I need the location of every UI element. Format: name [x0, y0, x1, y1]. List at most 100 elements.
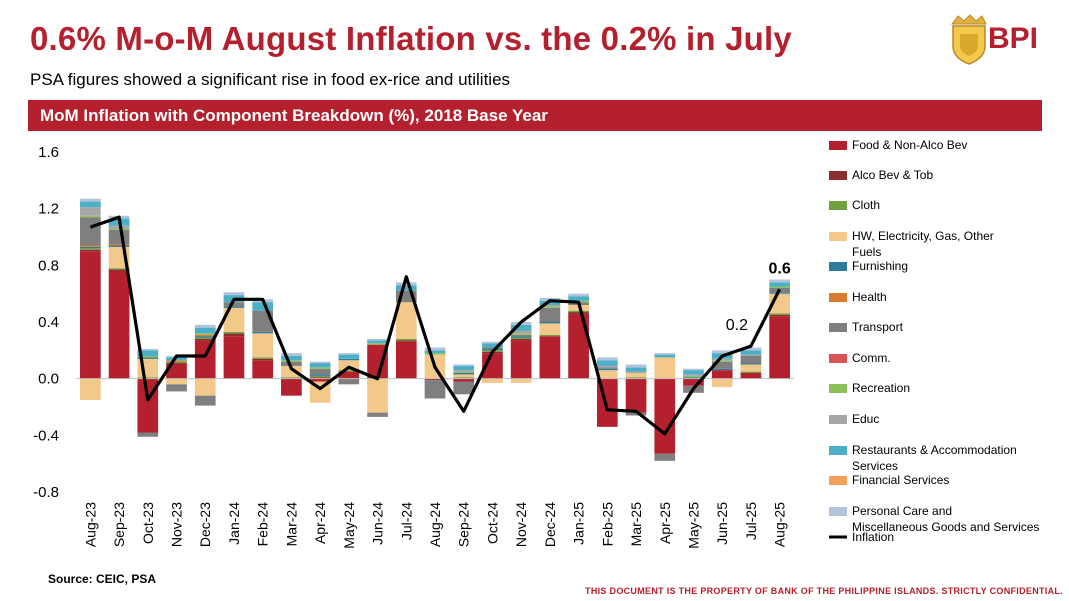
bar-segment — [453, 381, 475, 395]
legend-swatch — [829, 384, 847, 393]
bar-segment — [108, 229, 130, 245]
bpi-logo — [951, 14, 987, 65]
bar-segment — [80, 217, 101, 246]
crown-shield-icon — [951, 14, 987, 65]
bar-segment — [108, 228, 130, 230]
legend-swatch — [829, 141, 847, 150]
bar-segment — [395, 290, 417, 303]
bar-segment — [252, 302, 274, 311]
y-tick-label: 0.4 — [38, 314, 59, 331]
bar-segment — [281, 356, 302, 361]
bar-segment — [395, 285, 417, 291]
bar-segment — [166, 384, 187, 392]
x-tick-label: Jun-25 — [714, 502, 730, 545]
legend-label: Health — [852, 290, 887, 304]
bar-segment — [108, 271, 130, 379]
bar-segment — [625, 371, 647, 373]
bar-segment — [166, 360, 187, 362]
data-annotation: 0.2 — [726, 317, 748, 334]
bar-segment — [252, 331, 274, 334]
bar-segment — [194, 339, 216, 341]
bar-segment — [338, 378, 360, 385]
bar-segment — [740, 364, 762, 372]
bar-segment — [568, 293, 589, 297]
bar-segment — [625, 378, 647, 413]
bar-segment — [424, 380, 446, 399]
legend-swatch — [829, 293, 847, 302]
confidential-note: THIS DOCUMENT IS THE PROPERTY OF BANK OF… — [585, 586, 1063, 596]
bar-segment — [338, 354, 360, 359]
bar-segment — [769, 292, 790, 294]
x-tick-label: Mar-24 — [283, 502, 299, 547]
bpi-logo-text: BPI — [988, 22, 1039, 55]
bar-segment — [568, 310, 589, 313]
bar-segment — [137, 356, 159, 358]
bar-segment — [194, 395, 216, 406]
bar-segment — [367, 339, 388, 341]
x-tick-label: Sep-23 — [111, 502, 127, 547]
bar-segment — [223, 307, 245, 332]
data-annotation: 0.6 — [769, 260, 791, 277]
legend-swatch — [829, 232, 847, 241]
bar-segment — [338, 360, 360, 371]
bar-segment — [596, 367, 618, 369]
bar-segment — [309, 368, 331, 375]
bar-segment — [654, 357, 676, 379]
bar-segment — [166, 361, 187, 364]
bar-segment — [367, 340, 388, 344]
bar-segment — [740, 350, 762, 355]
bar-segment — [568, 312, 589, 315]
bar-segment — [80, 248, 101, 250]
bar-segment — [194, 334, 216, 337]
bar-segment — [395, 282, 417, 286]
bar-segment — [252, 333, 274, 358]
bar-segment — [80, 251, 101, 379]
bar-segment — [252, 358, 274, 361]
bar-segment — [482, 341, 503, 344]
legend-label: Recreation — [852, 381, 910, 395]
bar-segment — [711, 368, 733, 371]
bar-segment — [711, 350, 733, 354]
bar-segment — [194, 333, 216, 335]
bar-segment — [252, 357, 274, 359]
bar-segment — [252, 310, 274, 332]
bar-segment — [281, 377, 302, 379]
bar-segment — [137, 348, 159, 351]
bar-segment — [654, 354, 676, 358]
bar-segment — [194, 378, 216, 396]
legend-swatch — [829, 171, 847, 180]
bar-segment — [395, 340, 417, 342]
legend-swatch — [829, 415, 847, 424]
bar-segment — [482, 343, 503, 348]
bar-segment — [683, 370, 704, 375]
bar-segment — [453, 364, 475, 366]
legend-swatch — [829, 262, 847, 271]
bar-segment — [769, 282, 790, 287]
x-tick-label: Oct-23 — [140, 502, 156, 544]
bar-segment — [482, 347, 503, 349]
x-tick-label: Feb-24 — [255, 502, 271, 547]
bar-segment — [740, 371, 762, 373]
x-tick-label: Feb-25 — [599, 502, 615, 547]
bar-segment — [108, 269, 130, 271]
legend-label: HW, Electricity, Gas, Other — [852, 229, 994, 243]
x-tick-label: Apr-24 — [312, 502, 328, 544]
legend-swatch — [829, 476, 847, 485]
bar-segment — [80, 245, 101, 247]
page-subtitle: PSA figures showed a significant rise in… — [30, 70, 511, 89]
bar-segment — [711, 361, 733, 369]
bar-segment — [395, 339, 417, 341]
bar-segment — [625, 377, 647, 379]
bar-segment — [568, 314, 589, 379]
page-title: 0.6% M-o-M August Inflation vs. the 0.2%… — [30, 20, 792, 57]
bar-segment — [424, 347, 446, 351]
bar-segment — [654, 353, 676, 355]
bar-segment — [223, 331, 245, 334]
bar-segment — [137, 357, 159, 359]
bar-segment — [166, 378, 187, 385]
bar-segment — [309, 375, 331, 378]
legend-label: Restaurants & Accommodation — [852, 443, 1017, 457]
bar-segment — [166, 363, 187, 365]
bar-segment — [338, 353, 360, 355]
chart-title: MoM Inflation with Component Breakdown (… — [40, 106, 548, 125]
